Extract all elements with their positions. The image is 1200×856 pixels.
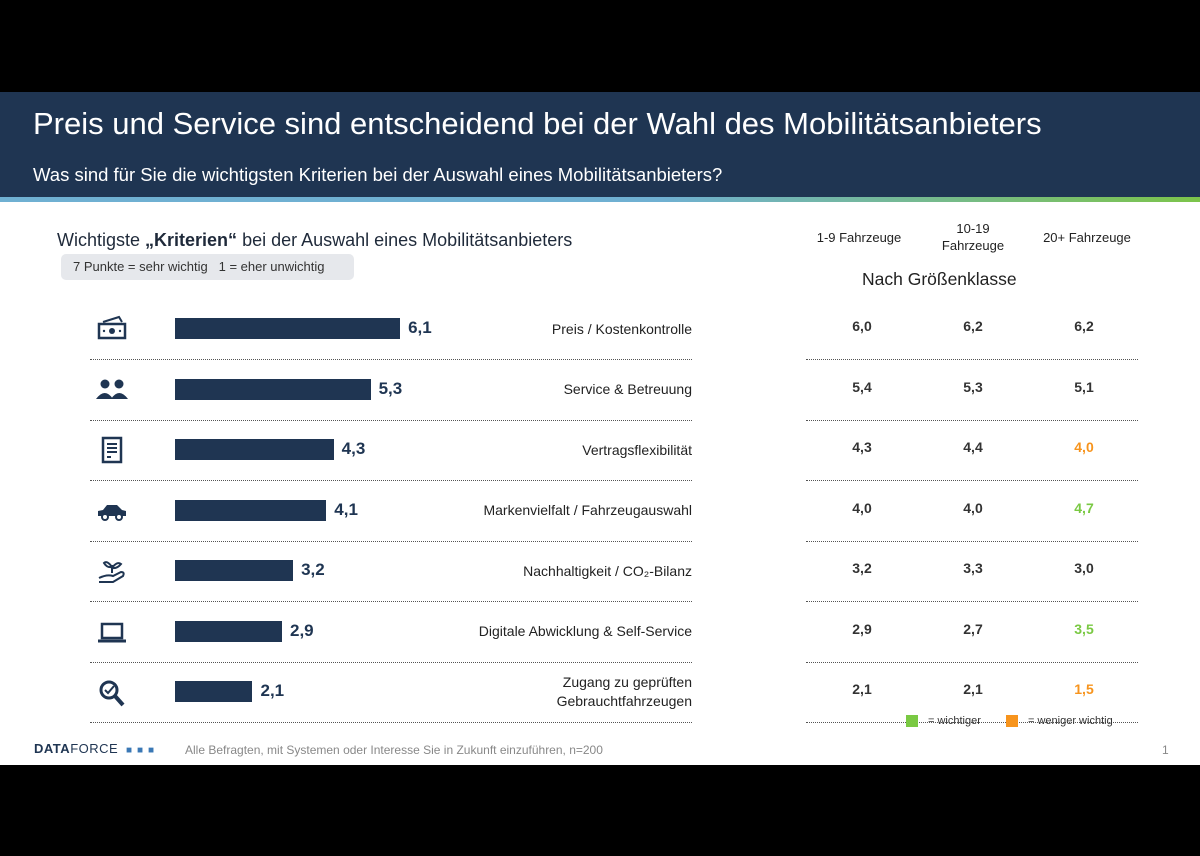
chart-title-post: bei der Auswahl eines Mobilitätsanbieter… [237, 230, 573, 250]
chart-row: 6,1 Preis / Kostenkontrolle 6,0 6,2 6,2 [0, 302, 1200, 362]
slide-title: Preis und Service sind entscheidend bei … [33, 106, 1042, 141]
people-icon [96, 379, 128, 399]
legend-less-important: = weniger wichtig [1006, 715, 1113, 727]
chart-row: 5,3 Service & Betreuung 5,4 5,3 5,1 [0, 363, 1200, 423]
row-divider [806, 419, 1138, 421]
table-cell: 4,7 [1074, 499, 1094, 516]
chart-row: 4,3 Vertragsflexibilität 4,3 4,4 4,0 [0, 423, 1200, 483]
plant-hand-icon [98, 561, 125, 583]
bar-value-label: 2,9 [290, 620, 314, 640]
table-cell: 5,1 [1074, 378, 1094, 395]
group-title: Nach Größenklasse [862, 269, 1017, 289]
category-label: Nachhaltigkeit / CO₂-Bilanz [523, 562, 692, 579]
header: Preis und Service sind entscheidend bei … [0, 92, 1200, 197]
category-label: Preis / Kostenkontrolle [551, 320, 692, 337]
table-cell: 2,7 [963, 620, 983, 637]
table-cell: 4,4 [963, 439, 983, 455]
chart-row: 2,1 Zugang zu geprüften Gebrauchtfahrzeug… [0, 665, 1200, 725]
chart-title-pre: Wichtigste [57, 230, 146, 250]
row-divider [806, 601, 1138, 602]
legend-label: = weniger wichtig [1028, 715, 1113, 727]
page-number: 1 [1162, 743, 1169, 757]
chart-row: 2,9 Digitale Abwicklung & Self-Service 2,9… [0, 605, 1200, 665]
table-cell: 2,1 [963, 681, 983, 697]
row-divider [90, 540, 692, 542]
scale-note: 7 Punkte = sehr wichtig 1 = eher unwicht… [61, 254, 354, 280]
bar [175, 439, 334, 460]
table-cell: 4,0 [852, 499, 872, 516]
row-divider [90, 419, 692, 421]
table-cell: 3,3 [963, 560, 983, 576]
row-divider [806, 480, 1138, 481]
table-cell: 5,4 [852, 378, 872, 395]
column-header: 20+ Fahrzeuge [1043, 230, 1131, 245]
contract-icon [101, 436, 123, 464]
footnote: Alle Befragten, mit Systemen oder Intere… [185, 743, 603, 757]
chart-row: 4,1 Markenvielfalt / Fahrzeugauswahl 4,0 4,… [0, 484, 1200, 544]
category-label: Zugang zu geprüften Gebrauchtfahrzeugen [556, 674, 692, 709]
legend-label: = wichtiger [928, 715, 981, 727]
category-label: Markenvielfalt / Fahrzeugauswahl [483, 502, 692, 518]
accent-line [0, 197, 1200, 202]
table-cell: 6,0 [852, 318, 872, 334]
chart-title: Wichtigste „Kriterien“ bei der Auswahl e… [57, 230, 572, 251]
row-divider [806, 722, 1138, 723]
bar [175, 681, 253, 702]
table-cell: 3,0 [1074, 560, 1094, 576]
column-header: 10-19 Fahrzeuge [941, 221, 1005, 253]
table-cell: 2,1 [852, 681, 872, 697]
row-divider [90, 722, 692, 723]
bar [175, 560, 294, 581]
money-icon [97, 315, 127, 340]
row-divider [806, 359, 1138, 360]
row-divider [90, 359, 692, 360]
bar-value-label: 6,1 [408, 318, 432, 337]
legend-swatch-orange [1006, 715, 1018, 727]
category-label: Service & Betreuung [563, 381, 692, 397]
table-cell: 6,2 [1074, 318, 1094, 334]
category-label: Vertragsflexibilität [582, 441, 692, 458]
bar-value-label: 5,3 [378, 378, 403, 398]
category-label: Digitale Abwicklung & Self-Service [478, 623, 692, 639]
magnifier-check-icon [99, 680, 125, 707]
legend-more-important: = wichtiger [906, 715, 981, 727]
slide-subtitle: Was sind für Sie die wichtigsten Kriteri… [33, 164, 723, 185]
table-cell: 6,2 [963, 318, 983, 334]
bar [175, 499, 327, 521]
column-header: 1-9 Fahrzeuge [816, 230, 902, 245]
legend-swatch-green [906, 715, 918, 727]
dataforce-logo: DATAFORCE ■■■ [34, 741, 160, 756]
row-divider [90, 601, 692, 602]
laptop-icon [98, 622, 126, 642]
bar [175, 378, 371, 400]
table-cell: 3,2 [852, 560, 872, 576]
car-icon [98, 504, 126, 521]
bar-value-label: 4,3 [341, 439, 366, 458]
table-cell: 4,3 [852, 439, 872, 455]
row-divider [806, 661, 1138, 663]
bar-value-label: 2,1 [260, 681, 285, 700]
table-cell: 5,3 [963, 378, 983, 395]
table-cell: 1,5 [1074, 681, 1094, 697]
table-cell: 4,0 [1074, 439, 1094, 455]
bar [175, 318, 401, 339]
bar-value-label: 3,2 [301, 560, 325, 579]
table-cell: 2,9 [852, 620, 872, 637]
bar-value-label: 4,1 [334, 499, 358, 519]
bar [175, 620, 282, 642]
row-divider [90, 480, 692, 481]
chart-row: 3,2 Nachhaltigkeit / CO₂-Bilanz 3,2 3,3 3,0 [0, 544, 1200, 604]
chart-title-bold: „Kriterien“ [145, 230, 238, 250]
row-divider [806, 540, 1138, 542]
row-divider [90, 661, 692, 663]
table-cell: 4,0 [963, 499, 983, 516]
table-cell: 3,5 [1074, 620, 1094, 637]
slide: Preis und Service sind entscheidend bei … [0, 92, 1200, 765]
